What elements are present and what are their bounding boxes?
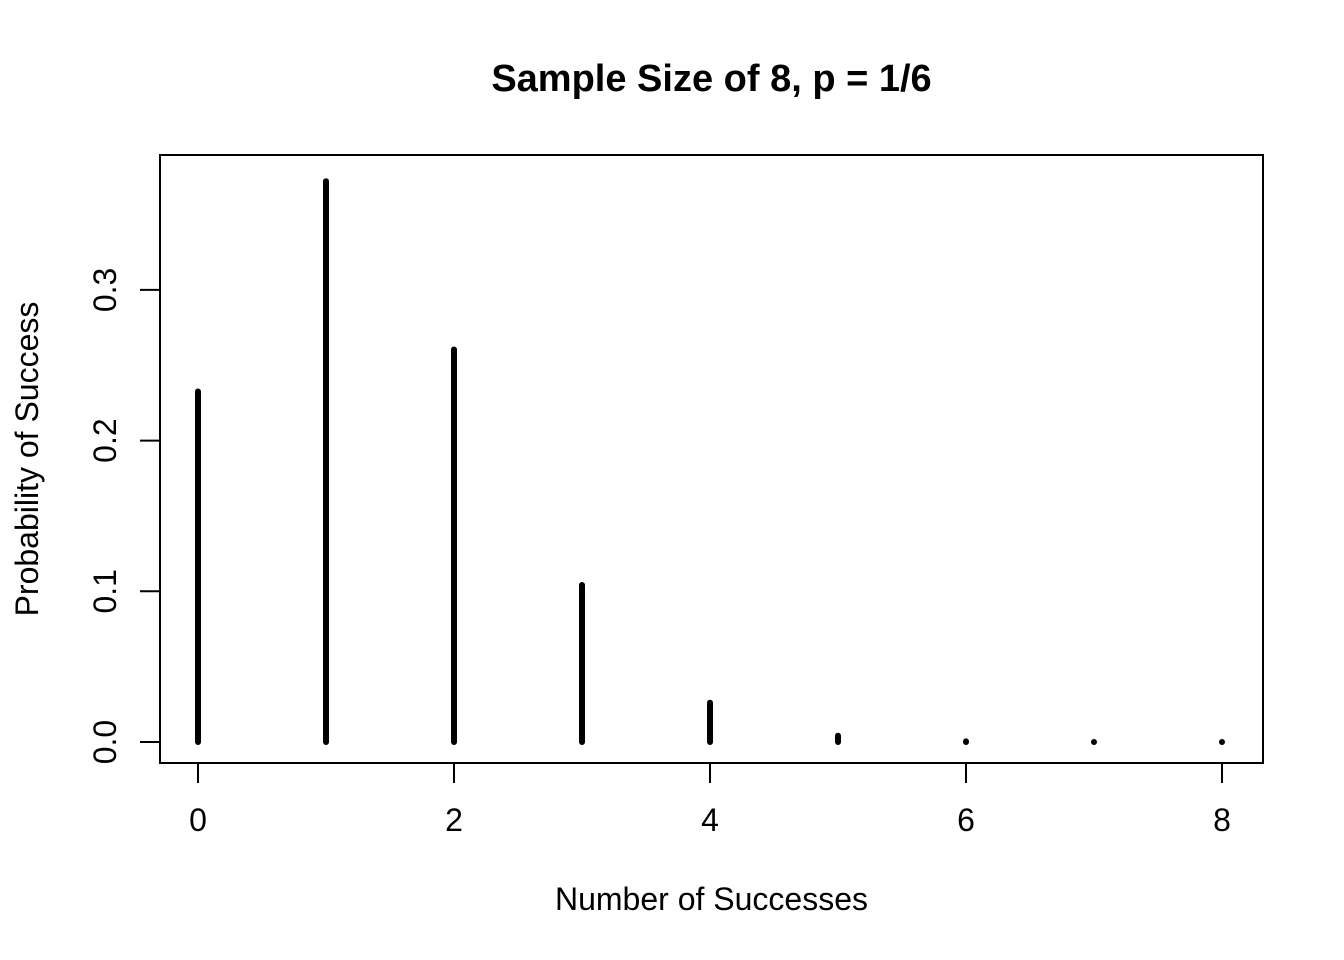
x-tick-label-8: 8 [1213, 802, 1231, 838]
y-tick-label-0.3: 0.3 [87, 268, 123, 312]
y-tick-label-0.1: 0.1 [87, 569, 123, 613]
y-axis-title: Probability of Success [9, 301, 45, 617]
x-tick-label-2: 2 [445, 802, 463, 838]
x-tick-label-6: 6 [957, 802, 975, 838]
plot-box [159, 154, 1264, 764]
y-tick-label-0.0: 0.0 [87, 720, 123, 764]
y-tick-label-0.2: 0.2 [87, 418, 123, 462]
x-axis-title: Number of Successes [554, 881, 868, 917]
chart-title: Sample Size of 8, p = 1/6 [491, 58, 932, 100]
x-tick-label-0: 0 [189, 802, 207, 838]
x-tick-label-4: 4 [701, 802, 719, 838]
